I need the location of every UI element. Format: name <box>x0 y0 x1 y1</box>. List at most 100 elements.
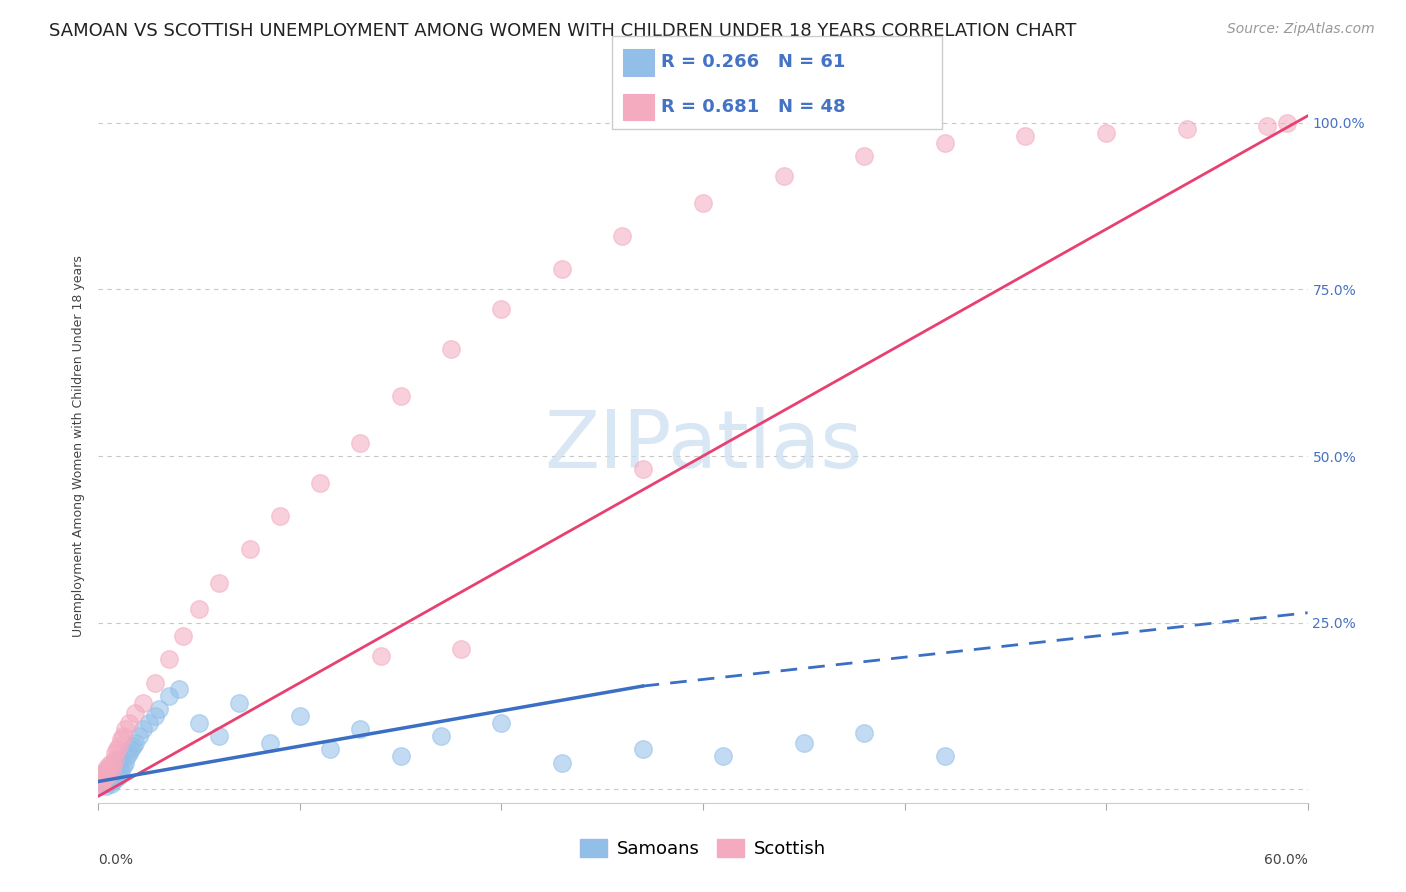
Point <box>103 765 125 780</box>
Point <box>96 771 118 785</box>
Point <box>93 765 115 780</box>
Point <box>157 689 180 703</box>
Text: 60.0%: 60.0% <box>1264 853 1308 867</box>
Point <box>91 776 114 790</box>
Point <box>111 759 134 773</box>
Point <box>114 756 136 770</box>
Point <box>370 649 392 664</box>
Text: Source: ZipAtlas.com: Source: ZipAtlas.com <box>1227 22 1375 37</box>
Point <box>101 764 124 778</box>
Point <box>118 715 141 730</box>
Point <box>107 769 129 783</box>
Point <box>208 575 231 590</box>
Point <box>93 777 115 791</box>
Point <box>115 749 138 764</box>
Point <box>132 696 155 710</box>
Point <box>239 542 262 557</box>
Point <box>440 343 463 357</box>
Point <box>100 764 122 778</box>
Point <box>101 774 124 789</box>
Point <box>167 682 190 697</box>
Point <box>100 768 122 782</box>
Point <box>138 715 160 730</box>
Point <box>143 675 166 690</box>
Point <box>934 136 956 150</box>
Point <box>612 228 634 243</box>
Text: 0.0%: 0.0% <box>98 853 134 867</box>
Text: SAMOAN VS SCOTTISH UNEMPLOYMENT AMONG WOMEN WITH CHILDREN UNDER 18 YEARS CORRELA: SAMOAN VS SCOTTISH UNEMPLOYMENT AMONG WO… <box>49 22 1077 40</box>
Text: ZIPatlas: ZIPatlas <box>544 407 862 485</box>
Point <box>111 729 134 743</box>
Point <box>103 759 125 773</box>
Y-axis label: Unemployment Among Women with Children Under 18 years: Unemployment Among Women with Children U… <box>72 255 86 637</box>
Point <box>450 642 472 657</box>
Point <box>100 777 122 791</box>
Point <box>157 652 180 666</box>
Point <box>97 768 120 782</box>
Point <box>631 742 654 756</box>
Point <box>349 435 371 450</box>
Point <box>93 771 115 785</box>
Point <box>1175 122 1198 136</box>
Legend: Samoans, Scottish: Samoans, Scottish <box>574 831 832 865</box>
Point <box>143 709 166 723</box>
Point <box>269 509 291 524</box>
Point <box>128 729 150 743</box>
Point <box>389 389 412 403</box>
Point <box>110 732 132 747</box>
Point <box>96 772 118 787</box>
Point <box>208 729 231 743</box>
Point <box>91 776 114 790</box>
Point <box>96 779 118 793</box>
Point <box>228 696 250 710</box>
Point <box>114 723 136 737</box>
Point <box>148 702 170 716</box>
Point <box>101 769 124 783</box>
Point <box>389 749 412 764</box>
Point <box>1095 126 1118 140</box>
Point <box>120 742 142 756</box>
Point <box>430 729 453 743</box>
Point <box>100 772 122 786</box>
Point <box>692 195 714 210</box>
Point <box>124 736 146 750</box>
Point <box>107 761 129 775</box>
Point <box>853 725 876 739</box>
Point <box>103 746 125 760</box>
Point <box>319 742 342 756</box>
Point <box>103 752 125 766</box>
Text: R = 0.681   N = 48: R = 0.681 N = 48 <box>661 98 845 116</box>
Point <box>259 736 281 750</box>
Point <box>96 763 118 777</box>
Point <box>772 169 794 183</box>
Point <box>1256 119 1278 133</box>
Point <box>124 706 146 720</box>
Point <box>188 715 211 730</box>
Point <box>93 774 115 789</box>
Point <box>188 602 211 616</box>
Point <box>105 771 128 785</box>
Point <box>172 629 194 643</box>
Point <box>551 262 574 277</box>
Point <box>288 709 311 723</box>
Point <box>853 149 876 163</box>
Point <box>309 475 332 490</box>
Point <box>121 739 143 753</box>
Point <box>107 739 129 753</box>
Point <box>551 756 574 770</box>
Point <box>118 746 141 760</box>
Point <box>100 756 122 770</box>
Point <box>793 736 815 750</box>
Point <box>97 765 120 780</box>
Point <box>97 759 120 773</box>
Point <box>91 769 114 783</box>
Point <box>97 771 120 785</box>
Point <box>97 763 120 777</box>
Point <box>89 779 111 793</box>
Point <box>105 763 128 777</box>
Point <box>93 772 115 787</box>
Text: R = 0.266   N = 61: R = 0.266 N = 61 <box>661 54 845 71</box>
Point <box>96 768 118 782</box>
Point <box>491 302 513 317</box>
Point <box>105 742 128 756</box>
